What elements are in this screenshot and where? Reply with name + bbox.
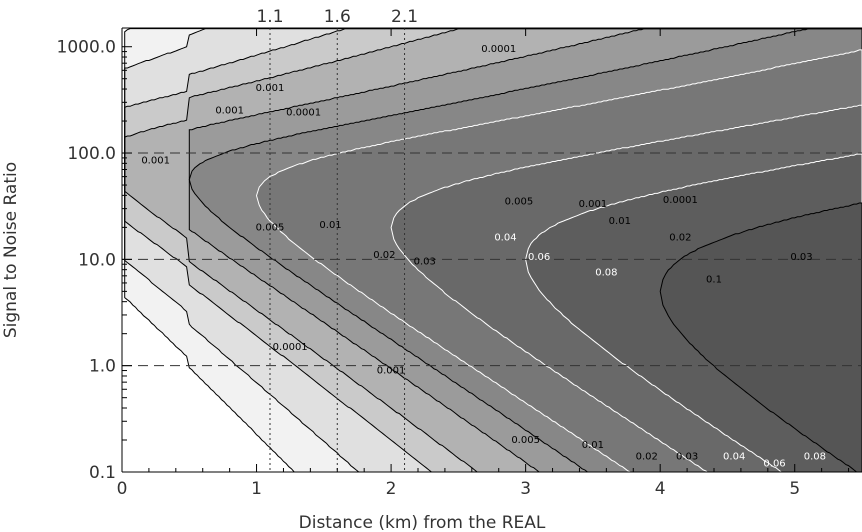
y-tick-label: 100.0 [67, 144, 116, 164]
x-tick-label: 4 [655, 479, 666, 499]
top-marker-label: 2.1 [391, 7, 418, 27]
contour-label: 0.01 [582, 440, 604, 451]
contour-label: 0.03 [676, 451, 698, 462]
contour-label: 0.01 [609, 216, 631, 227]
contour-label: 0.0001 [663, 195, 698, 206]
top-marker-label: 1.6 [324, 7, 351, 27]
contour-label: 0.06 [528, 252, 550, 263]
contour-labels: 0.0001 0.001 0.001 0.0001 0.001 0.005 0.01 0.02… [141, 44, 826, 469]
contour-label: 0.001 [377, 366, 406, 377]
contour-label: 0.08 [595, 268, 617, 279]
contour-lines [124, 28, 862, 472]
contour-label: 0.03 [790, 252, 812, 263]
contour-line-0.02 [188, 28, 862, 472]
contour-line-0.08 [525, 153, 862, 472]
y-axis-title: Signal to Noise Ratio [1, 162, 21, 338]
y-tick-label: 1.0 [89, 357, 116, 377]
contour-fill-regions [122, 28, 862, 472]
contour-label: 0.0001 [286, 108, 321, 119]
contour-label: 0.005 [256, 222, 285, 233]
contour-line-0.005 [124, 28, 862, 472]
contour-label: 0.01 [319, 220, 341, 231]
y-tick-label: 0.1 [89, 463, 116, 483]
contour-label: 0.005 [511, 435, 540, 446]
contour-line-0.1 [659, 202, 862, 472]
x-tick-label: 5 [789, 479, 800, 499]
contour-band-0.1 [660, 203, 862, 472]
contour-label: 0.001 [215, 106, 244, 117]
x-tick-label: 2 [386, 479, 397, 499]
contour-label: 0.001 [579, 199, 608, 210]
contour-line-0.04 [255, 49, 862, 472]
y-tick-label: 1000.0 [57, 38, 116, 58]
x-axis-title: Distance (km) from the REAL [299, 513, 546, 532]
contour-label: 0.06 [763, 459, 785, 470]
x-tick-label: 0 [117, 479, 128, 499]
axes: 0 1 2 3 4 5 0.1 1.0 10.0 100.0 1000.0 1.1 1.6 2.1 Dist… [1, 7, 862, 532]
contour-line-0.06 [390, 104, 862, 472]
contour-label: 0.04 [723, 451, 745, 462]
contour-label: 0.001 [256, 83, 285, 94]
contour-line-0.03 [188, 28, 862, 472]
contour-label: 0.02 [636, 451, 658, 462]
contour-label: 0.005 [505, 197, 534, 208]
contour-label: 0.02 [373, 250, 395, 261]
contour-label: 0.08 [804, 451, 826, 462]
x-tick-label: 3 [520, 479, 531, 499]
y-tick-label: 10.0 [78, 250, 116, 270]
contour-label: 0.03 [414, 257, 436, 268]
contour-label: 0.0001 [481, 44, 516, 55]
contour-label: 0.02 [669, 233, 691, 244]
contour-label: 0.1 [706, 274, 722, 285]
top-marker-label: 1.1 [256, 7, 283, 27]
x-tick-label: 1 [251, 479, 262, 499]
contour-label: 0.04 [494, 233, 516, 244]
contour-line-0.01 [124, 28, 862, 472]
contour-label: 0.001 [141, 156, 170, 167]
contour-label: 0.0001 [273, 342, 308, 353]
reference-lines [122, 28, 862, 472]
